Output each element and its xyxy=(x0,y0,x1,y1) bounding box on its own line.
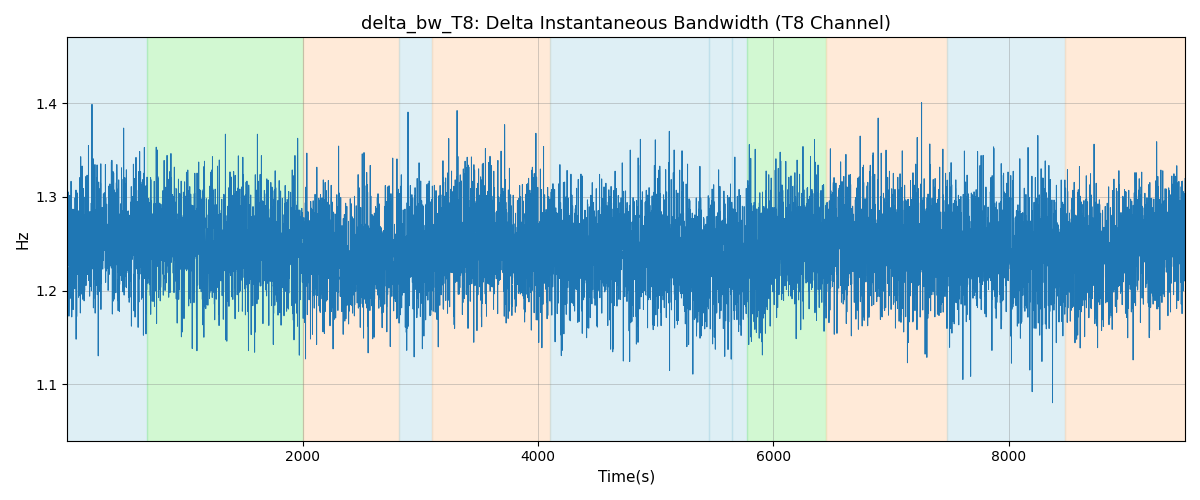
Bar xyxy=(400,38,432,440)
Bar xyxy=(550,38,708,440)
Bar xyxy=(1066,38,1186,440)
Y-axis label: Hz: Hz xyxy=(16,230,30,249)
Bar xyxy=(748,38,826,440)
Bar xyxy=(708,38,732,440)
Bar xyxy=(432,38,550,440)
Bar xyxy=(148,38,302,440)
Bar xyxy=(67,38,148,440)
Title: delta_bw_T8: Delta Instantaneous Bandwidth (T8 Channel): delta_bw_T8: Delta Instantaneous Bandwid… xyxy=(361,15,892,34)
Bar xyxy=(302,38,400,440)
X-axis label: Time(s): Time(s) xyxy=(598,470,655,485)
Bar xyxy=(826,38,947,440)
Bar xyxy=(947,38,1066,440)
Bar xyxy=(732,38,748,440)
